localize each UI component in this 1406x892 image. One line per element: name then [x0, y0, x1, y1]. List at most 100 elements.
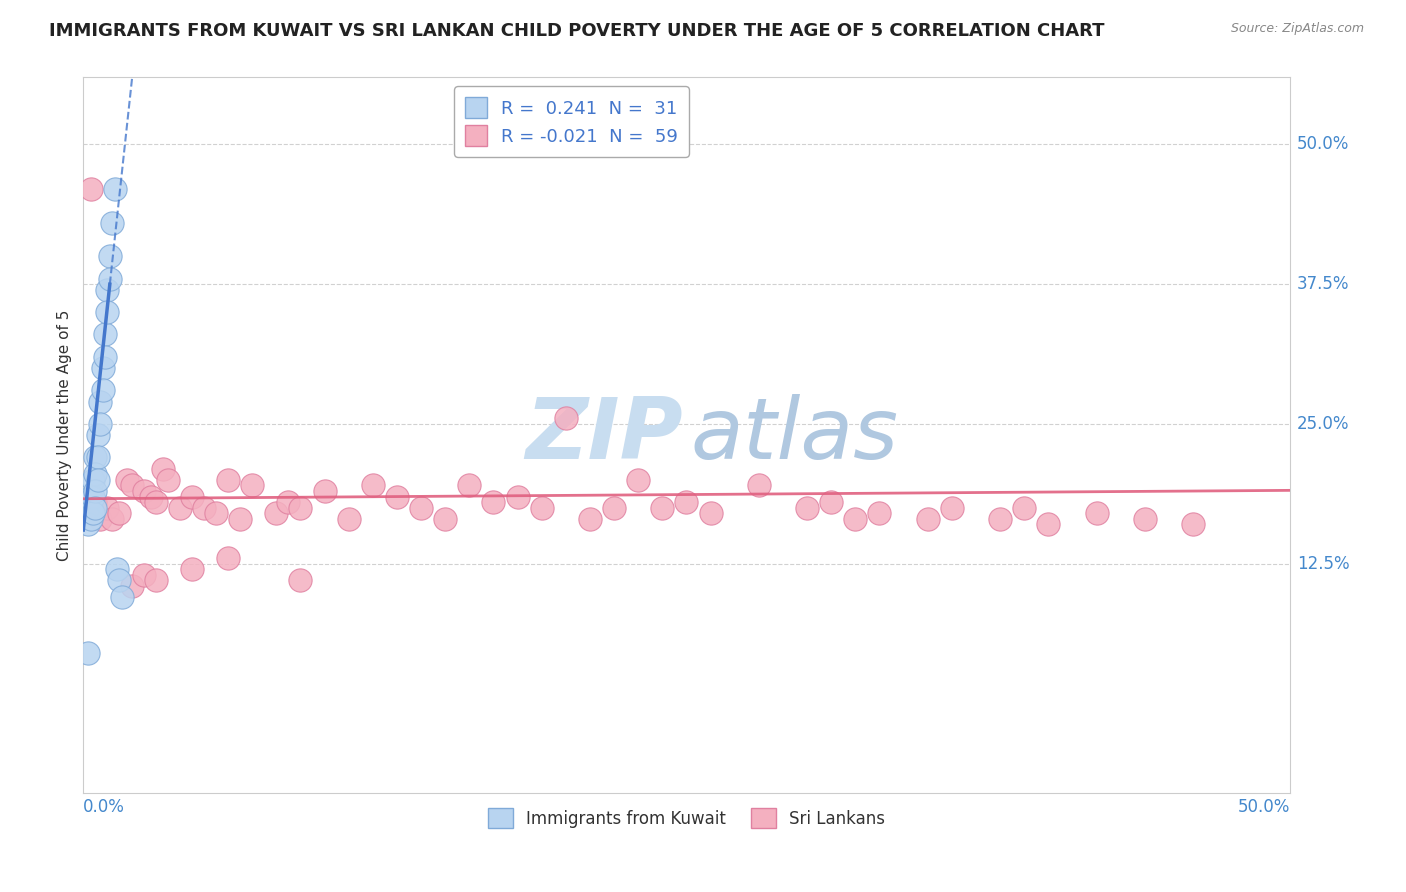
- Point: [917, 512, 939, 526]
- Point: [1133, 512, 1156, 526]
- Point: [98, 271, 121, 285]
- Text: Source: ZipAtlas.com: Source: ZipAtlas.com: [1230, 22, 1364, 36]
- Point: [132, 483, 155, 498]
- Text: atlas: atlas: [690, 393, 898, 476]
- Point: [96, 283, 118, 297]
- Point: [121, 478, 143, 492]
- Point: [111, 590, 134, 604]
- Point: [156, 473, 179, 487]
- Point: [84, 450, 107, 465]
- Text: 0.0%: 0.0%: [83, 798, 125, 816]
- Point: [98, 249, 121, 263]
- Point: [820, 495, 842, 509]
- Point: [87, 428, 110, 442]
- Point: [84, 495, 107, 509]
- Point: [101, 216, 124, 230]
- Point: [337, 512, 360, 526]
- Point: [1182, 517, 1205, 532]
- Point: [579, 512, 602, 526]
- Point: [290, 500, 312, 515]
- Y-axis label: Child Poverty Under the Age of 5: Child Poverty Under the Age of 5: [58, 310, 72, 561]
- Point: [77, 646, 100, 660]
- Point: [506, 490, 529, 504]
- Point: [105, 562, 128, 576]
- Point: [145, 495, 167, 509]
- Text: 50.0%: 50.0%: [1296, 136, 1350, 153]
- Point: [108, 506, 131, 520]
- Point: [145, 574, 167, 588]
- Point: [530, 500, 553, 515]
- Point: [79, 182, 101, 196]
- Point: [152, 461, 174, 475]
- Point: [79, 500, 101, 515]
- Point: [169, 500, 191, 515]
- Point: [139, 490, 162, 504]
- Point: [84, 483, 107, 498]
- Point: [869, 506, 891, 520]
- Point: [96, 305, 118, 319]
- Point: [82, 490, 104, 504]
- Point: [266, 506, 288, 520]
- Point: [96, 500, 118, 515]
- Point: [77, 517, 100, 532]
- Point: [121, 579, 143, 593]
- Point: [115, 473, 138, 487]
- Point: [180, 562, 202, 576]
- Point: [434, 512, 457, 526]
- Point: [651, 500, 673, 515]
- Point: [89, 394, 111, 409]
- Legend: Immigrants from Kuwait, Sri Lankans: Immigrants from Kuwait, Sri Lankans: [481, 802, 891, 834]
- Point: [79, 490, 101, 504]
- Text: 12.5%: 12.5%: [1296, 555, 1350, 573]
- Point: [94, 327, 117, 342]
- Point: [84, 467, 107, 482]
- Point: [229, 512, 252, 526]
- Point: [675, 495, 697, 509]
- Point: [554, 411, 576, 425]
- Point: [385, 490, 408, 504]
- Text: 25.0%: 25.0%: [1296, 415, 1350, 433]
- Text: 37.5%: 37.5%: [1296, 275, 1350, 293]
- Point: [627, 473, 650, 487]
- Point: [84, 500, 107, 515]
- Text: IMMIGRANTS FROM KUWAIT VS SRI LANKAN CHILD POVERTY UNDER THE AGE OF 5 CORRELATIO: IMMIGRANTS FROM KUWAIT VS SRI LANKAN CHI…: [49, 22, 1105, 40]
- Point: [277, 495, 299, 509]
- Point: [796, 500, 818, 515]
- Point: [240, 478, 263, 492]
- Point: [314, 483, 336, 498]
- Point: [87, 450, 110, 465]
- Point: [87, 473, 110, 487]
- Point: [89, 512, 111, 526]
- Point: [603, 500, 626, 515]
- Point: [104, 182, 127, 196]
- Point: [217, 473, 239, 487]
- Point: [108, 574, 131, 588]
- Point: [748, 478, 770, 492]
- Text: ZIP: ZIP: [526, 393, 683, 476]
- Point: [79, 512, 101, 526]
- Point: [132, 567, 155, 582]
- Point: [91, 384, 114, 398]
- Point: [1012, 500, 1035, 515]
- Point: [77, 500, 100, 515]
- Point: [361, 478, 384, 492]
- Point: [482, 495, 505, 509]
- Point: [180, 490, 202, 504]
- Point: [193, 500, 215, 515]
- Point: [1038, 517, 1060, 532]
- Point: [409, 500, 432, 515]
- Point: [988, 512, 1011, 526]
- Point: [205, 506, 228, 520]
- Point: [82, 506, 104, 520]
- Point: [458, 478, 481, 492]
- Point: [82, 473, 104, 487]
- Point: [941, 500, 963, 515]
- Point: [699, 506, 721, 520]
- Point: [217, 551, 239, 566]
- Point: [91, 361, 114, 376]
- Point: [89, 417, 111, 431]
- Point: [290, 574, 312, 588]
- Point: [844, 512, 866, 526]
- Point: [94, 350, 117, 364]
- Point: [101, 512, 124, 526]
